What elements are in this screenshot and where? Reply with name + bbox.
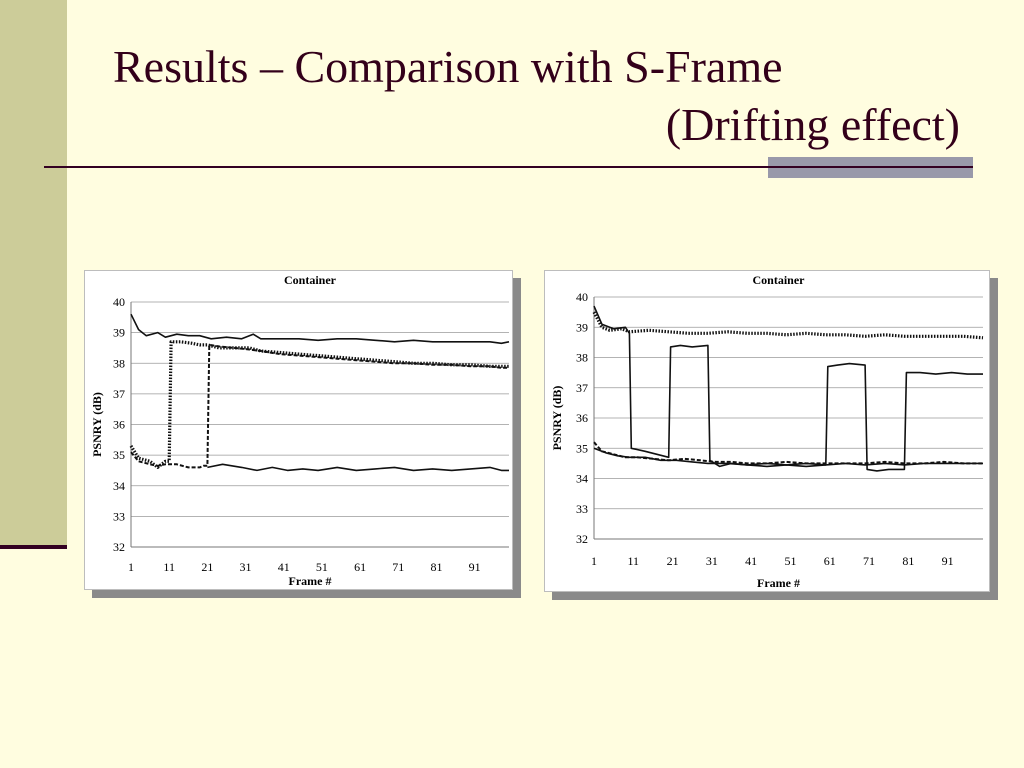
y-tick-label: 33 bbox=[113, 509, 125, 523]
y-tick-label: 40 bbox=[576, 290, 588, 304]
x-tick-label: 41 bbox=[278, 560, 290, 574]
x-tick-label: 81 bbox=[902, 554, 914, 568]
y-tick-label: 37 bbox=[576, 381, 588, 395]
x-tick-label: 91 bbox=[469, 560, 481, 574]
left-accent-band-foot bbox=[0, 545, 67, 549]
y-tick-label: 36 bbox=[113, 418, 125, 432]
x-tick-label: 51 bbox=[316, 560, 328, 574]
y-tick-label: 34 bbox=[113, 479, 125, 493]
x-tick-label: 71 bbox=[392, 560, 404, 574]
x-tick-label: 81 bbox=[430, 560, 442, 574]
x-tick-label: 41 bbox=[745, 554, 757, 568]
y-tick-label: 40 bbox=[113, 295, 125, 309]
y-tick-label: 37 bbox=[113, 387, 125, 401]
y-tick-label: 32 bbox=[113, 540, 125, 554]
x-tick-label: 11 bbox=[163, 560, 175, 574]
series-line-1 bbox=[130, 313, 510, 345]
series-line-1 bbox=[592, 311, 984, 340]
y-axis-label: PSNRY (dB) bbox=[550, 386, 564, 451]
chart-title: Container bbox=[284, 273, 337, 287]
series-line-2 bbox=[129, 340, 509, 469]
y-tick-label: 38 bbox=[576, 351, 588, 365]
chart-right: 32 33 34 35 36 37 38 39 40 1 11 21 31 41 51 61 71 81 91 Con… bbox=[544, 270, 990, 592]
series-line-4 bbox=[207, 463, 509, 472]
y-tick-label: 32 bbox=[576, 532, 588, 546]
chart-left: 32 33 34 35 36 37 38 39 40 1 11 21 31 41 51 61 71 81 91 Con… bbox=[84, 270, 513, 590]
x-tick-label: 11 bbox=[628, 554, 640, 568]
y-tick-label: 34 bbox=[576, 472, 588, 486]
y-tick-label: 39 bbox=[113, 326, 125, 340]
series-line-4 bbox=[593, 447, 983, 466]
x-tick-label: 1 bbox=[128, 560, 134, 574]
slide-title-line2: (Drifting effect) bbox=[665, 99, 960, 150]
chart-title: Container bbox=[753, 273, 806, 287]
x-axis-label: Frame # bbox=[289, 574, 332, 588]
x-tick-label: 31 bbox=[240, 560, 252, 574]
x-tick-label: 1 bbox=[591, 554, 597, 568]
series-line-3 bbox=[130, 343, 509, 469]
x-tick-label: 21 bbox=[201, 560, 213, 574]
x-tick-label: 61 bbox=[824, 554, 836, 568]
y-tick-label: 38 bbox=[113, 356, 125, 370]
title-rule bbox=[44, 166, 973, 168]
y-tick-label: 35 bbox=[576, 441, 588, 455]
x-tick-label: 51 bbox=[784, 554, 796, 568]
y-tick-label: 36 bbox=[576, 411, 588, 425]
slide-title: Results – Comparison with S-Frame (Drift… bbox=[113, 38, 973, 154]
y-tick-label: 39 bbox=[576, 320, 588, 334]
slide-title-line1: Results – Comparison with S-Frame bbox=[113, 41, 783, 92]
x-tick-label: 31 bbox=[706, 554, 718, 568]
left-accent-band bbox=[0, 0, 67, 545]
series-line-2 bbox=[593, 305, 983, 472]
y-tick-label: 35 bbox=[113, 448, 125, 462]
x-tick-label: 71 bbox=[863, 554, 875, 568]
x-tick-label: 91 bbox=[942, 554, 954, 568]
x-tick-label: 21 bbox=[667, 554, 679, 568]
x-axis-label: Frame # bbox=[757, 576, 800, 590]
y-axis-label: PSNRY (dB) bbox=[90, 392, 104, 457]
y-tick-label: 33 bbox=[576, 502, 588, 516]
x-tick-label: 61 bbox=[354, 560, 366, 574]
